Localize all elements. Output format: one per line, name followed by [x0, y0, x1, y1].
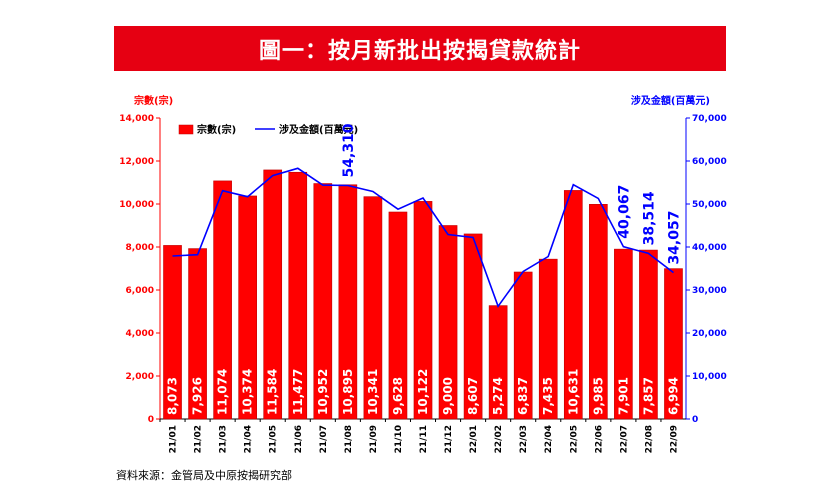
- x-tick-label: 22/06: [594, 425, 604, 453]
- line-value-label: 54,310: [341, 123, 357, 177]
- x-tick-label: 21/07: [319, 425, 329, 453]
- bar-value-label: 10,341: [366, 369, 380, 415]
- bar-value-label: 8,073: [166, 377, 180, 415]
- x-tick-label: 21/08: [344, 425, 354, 453]
- bar-value-label: 8,607: [466, 377, 480, 415]
- bar: [589, 204, 608, 420]
- left-tick-label: 6,000: [126, 286, 154, 296]
- bar-value-label: 9,000: [441, 377, 455, 415]
- x-tick-label: 22/02: [494, 425, 504, 453]
- left-axis-label: 宗數(宗): [134, 94, 173, 107]
- bar-value-label: 11,477: [291, 369, 305, 415]
- left-tick-label: 8,000: [126, 243, 154, 253]
- bar: [288, 171, 308, 420]
- x-tick-label: 22/08: [644, 425, 654, 453]
- bar: [188, 248, 207, 420]
- x-tick-label: 21/11: [419, 425, 429, 453]
- chart-title: 圖一：按月新批出按揭貸款統計: [114, 26, 726, 71]
- bar: [438, 225, 458, 420]
- legend-bar-label: 宗數(宗): [197, 123, 236, 136]
- bar: [538, 258, 558, 420]
- bar-value-label: 11,584: [266, 369, 280, 415]
- x-tick-label: 22/03: [519, 425, 529, 453]
- bar: [213, 180, 232, 420]
- right-tick-label: 40,000: [692, 243, 727, 253]
- x-tick-label: 21/03: [219, 425, 229, 453]
- bar: [413, 201, 433, 420]
- line-value-label: 34,057: [666, 211, 682, 265]
- bar-value-label: 10,631: [566, 369, 580, 415]
- bar: [463, 233, 483, 420]
- bar: [313, 183, 333, 420]
- bar-value-label: 10,374: [241, 369, 255, 415]
- bar-value-label: 11,074: [216, 369, 230, 415]
- line-value-label: 40,067: [616, 185, 632, 239]
- right-axis-label: 涉及金額(百萬元): [631, 94, 710, 107]
- left-tick-label: 10,000: [119, 200, 154, 210]
- x-tick-label: 22/07: [619, 425, 629, 453]
- x-tick-label: 21/09: [369, 425, 379, 453]
- bar-value-label: 6,837: [516, 377, 530, 415]
- bar: [664, 268, 683, 420]
- bar: [263, 169, 283, 420]
- x-tick-label: 21/02: [194, 425, 204, 453]
- bar: [363, 196, 383, 420]
- bar-value-label: 7,857: [641, 377, 655, 415]
- x-tick-label: 21/06: [294, 425, 304, 453]
- x-tick-label: 22/01: [469, 425, 479, 453]
- bar-value-label: 7,435: [541, 377, 555, 415]
- right-tick-label: 50,000: [692, 200, 727, 210]
- bar-value-label: 10,895: [341, 369, 355, 415]
- bar: [639, 249, 658, 420]
- right-tick-label: 20,000: [692, 329, 727, 339]
- x-tick-label: 21/04: [244, 425, 254, 453]
- source-note: 資料來源：金管局及中原按揭研究部: [116, 469, 292, 482]
- x-tick-label: 22/09: [669, 425, 679, 453]
- bar-value-label: 7,926: [191, 377, 205, 415]
- left-tick-label: 2,000: [126, 372, 154, 382]
- legend-bar-swatch: [178, 124, 194, 135]
- right-tick-label: 10,000: [692, 372, 727, 382]
- bar-value-label: 9,985: [591, 377, 605, 415]
- left-tick-label: 14,000: [119, 114, 154, 124]
- bar: [163, 245, 182, 420]
- bar-value-label: 10,122: [416, 369, 430, 415]
- bar-value-label: 10,952: [316, 369, 330, 415]
- x-tick-label: 22/05: [569, 425, 579, 453]
- left-tick-label: 4,000: [126, 329, 154, 339]
- right-tick-label: 0: [692, 415, 698, 425]
- bar: [388, 211, 408, 420]
- bar-value-label: 5,274: [491, 377, 505, 415]
- legend: 宗數(宗) 涉及金額(百萬元): [178, 123, 358, 136]
- x-tick-label: 22/04: [544, 425, 554, 453]
- bar: [614, 248, 633, 420]
- left-tick-label: 12,000: [119, 157, 154, 167]
- x-tick-label: 21/05: [269, 425, 279, 453]
- bar: [563, 190, 583, 420]
- amount-line: [172, 167, 674, 308]
- bar-value-label: 6,994: [666, 377, 680, 415]
- x-tick-label: 21/01: [169, 425, 179, 453]
- right-tick-label: 70,000: [692, 114, 727, 124]
- bar-value-label: 7,901: [616, 377, 630, 415]
- line-value-label: 38,514: [641, 191, 657, 245]
- legend-line-label: 涉及金額(百萬元): [279, 123, 358, 136]
- bar-value-label: 9,628: [391, 377, 405, 415]
- left-tick-label: 0: [148, 415, 154, 425]
- right-tick-label: 60,000: [692, 157, 727, 167]
- x-tick-label: 21/12: [444, 425, 454, 453]
- x-tick-label: 21/10: [394, 425, 404, 453]
- right-tick-label: 30,000: [692, 286, 727, 296]
